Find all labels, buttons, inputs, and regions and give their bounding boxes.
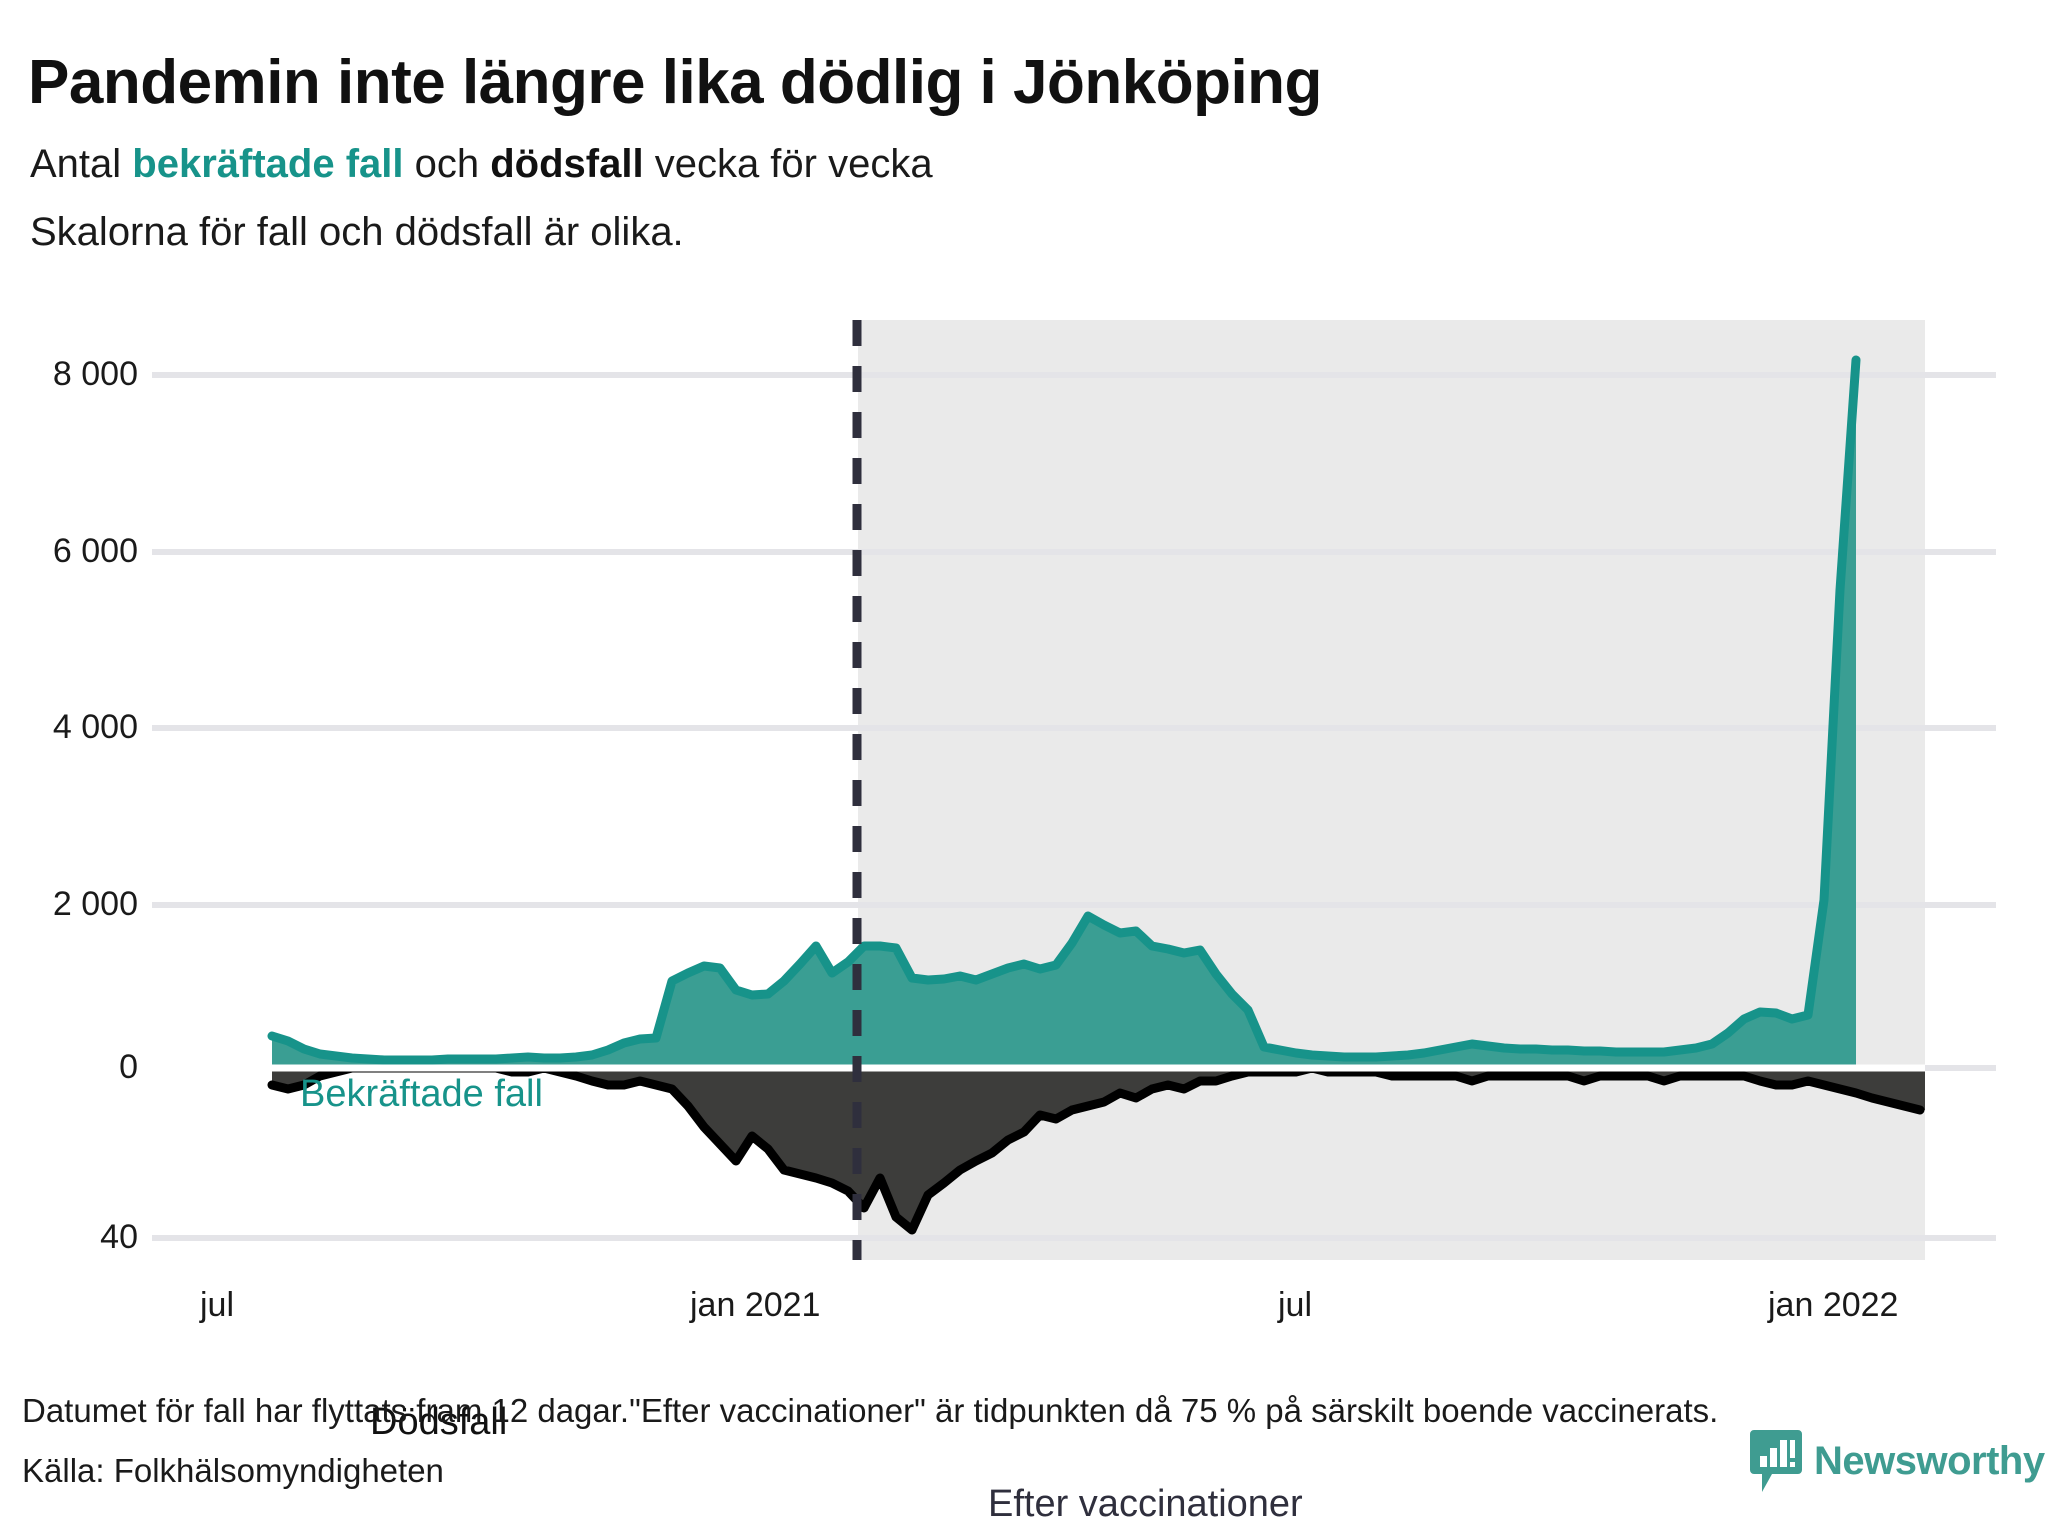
chart-container: 8 000 6 000 4 000 2 000 0 40 Bekräftade … [0, 300, 2048, 1523]
deaths-series-label: Dödsfall [370, 1401, 508, 1443]
x-tick-jul-2021: jul [1278, 1286, 1313, 1324]
y-tick-0: 0 [119, 1048, 138, 1086]
gridlines [152, 372, 1996, 1241]
subtitle-emphasis-cases: bekräftade fall [132, 142, 404, 186]
cases-series-label: Bekräftade fall [300, 1073, 543, 1115]
newsworthy-logo-text: Newsworthy [1814, 1439, 2045, 1483]
x-tick-jul-2020: jul [200, 1286, 235, 1324]
vaccination-annotation-label: Efter vaccinationer [988, 1483, 1303, 1525]
cases-line [267, 355, 1861, 1065]
y-tick-6000: 6 000 [52, 532, 138, 570]
subtitle-text-tail: vecka för vecka [643, 142, 933, 186]
footer-source: Källa: Folkhälsomyndigheten [22, 1452, 444, 1489]
page-title: Pandemin inte längre lika dödlig i Jönkö… [28, 47, 1322, 117]
subtitle-line-1: Antal bekräftade fall och dödsfall vecka… [30, 140, 933, 188]
subtitle-emphasis-deaths: dödsfall [490, 142, 644, 186]
cases-area-series [267, 355, 1861, 1068]
x-tick-jan-2021: jan 2021 [690, 1286, 821, 1324]
y-tick-4000: 4 000 [52, 708, 138, 746]
subtitle-line-2: Skalorna för fall och dödsfall är olika. [30, 210, 684, 254]
subtitle-text-antal: Antal [30, 142, 133, 186]
newsworthy-logo[interactable]: Newsworthy [1750, 1430, 2045, 1492]
chart-plot-svg [152, 320, 1996, 1260]
x-tick-jan-2022: jan 2022 [1768, 1286, 1899, 1324]
subtitle-text-och: och [403, 142, 491, 186]
newsworthy-bubble-icon [1750, 1430, 1802, 1492]
y-tick-8000: 8 000 [52, 355, 138, 393]
y-tick-2000: 2 000 [52, 885, 138, 923]
y-tick-deaths-40: 40 [100, 1218, 138, 1256]
footer-note: Datumet för fall har flyttats fram 12 da… [22, 1392, 1719, 1429]
